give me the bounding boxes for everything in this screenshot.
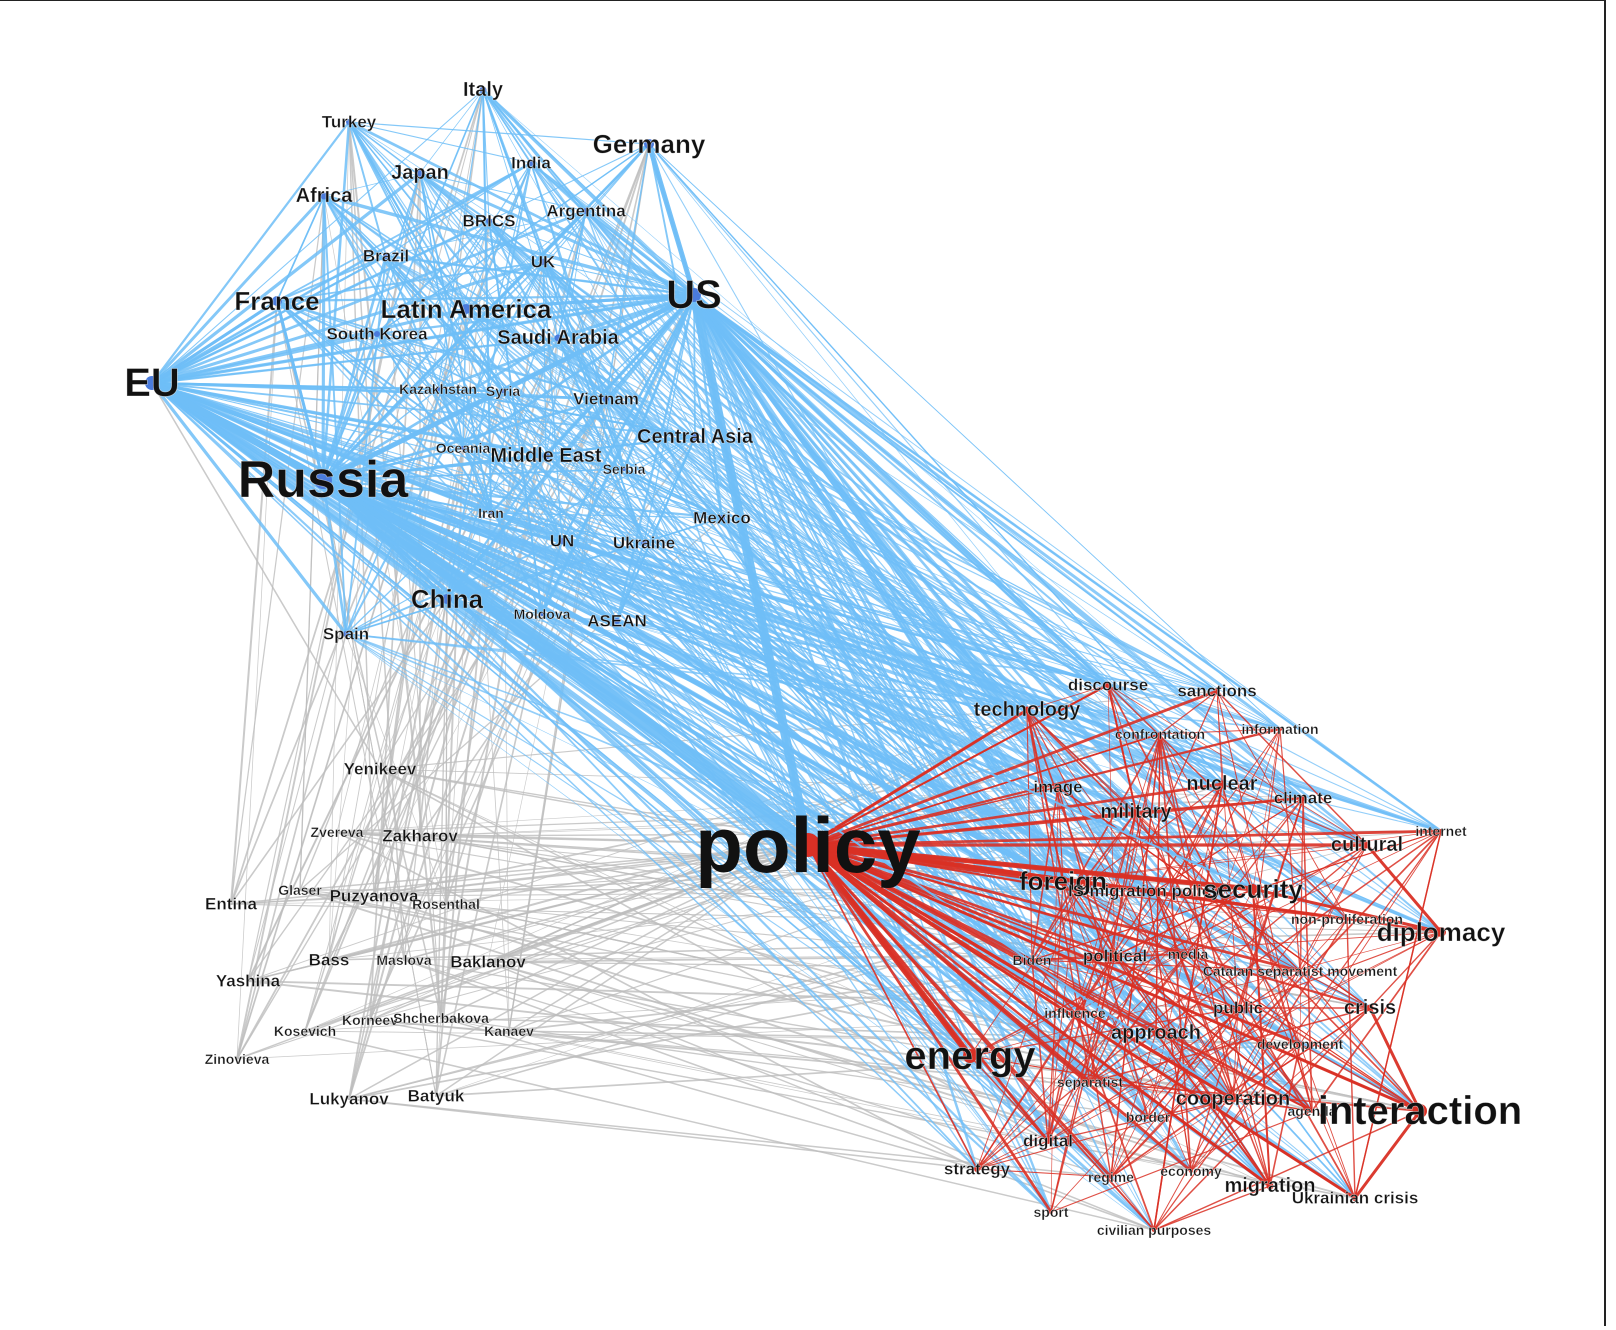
node-label-confrontation: confrontation [1115, 726, 1205, 742]
node-label-batyuk: Batyuk [408, 1087, 465, 1106]
node-label-china: China [411, 584, 484, 614]
node-label-saudi-arabia: Saudi Arabia [497, 327, 619, 349]
node-label-germany: Germany [593, 129, 706, 159]
node-label-climate: climate [1274, 789, 1333, 808]
node-label-separatist: separatist [1057, 1074, 1123, 1090]
node-label-asean: ASEAN [587, 612, 647, 631]
node-label-africa: Africa [296, 185, 354, 207]
node-label-south-korea: South Korea [326, 325, 428, 344]
node-label-internet: internet [1415, 823, 1467, 839]
node-label-india: India [511, 154, 551, 173]
node-label-italy: Italy [463, 79, 504, 101]
node-label-migration-policy: migration policy [1089, 882, 1221, 901]
node-label-france: France [234, 286, 319, 316]
node-label-information: information [1242, 721, 1319, 737]
node-label-cooperation: cooperation [1176, 1088, 1290, 1110]
node-label-border: border [1126, 1109, 1171, 1125]
edge-161 [349, 1099, 977, 1169]
node-label-latin-america: Latin America [381, 294, 553, 324]
node-label-regime: regime [1088, 1169, 1134, 1185]
node-label-middle-east: Middle East [490, 445, 601, 467]
node-label-sport: sport [1034, 1204, 1069, 1220]
node-label-diplomacy: diplomacy [1377, 917, 1506, 947]
node-label-zinovieva: Zinovieva [205, 1051, 270, 1067]
node-label-is: IS [1068, 882, 1084, 901]
node-label-moldova: Moldova [514, 606, 571, 622]
node-label-digital: digital [1023, 1132, 1073, 1151]
node-label-oceania: Oceania [436, 440, 491, 456]
node-label-approach: approach [1111, 1022, 1201, 1044]
node-label-rosenthal: Rosenthal [412, 896, 480, 912]
node-label-eu: EU [124, 361, 180, 405]
node-label-military: military [1100, 801, 1172, 823]
node-label-sanctions: sanctions [1177, 682, 1256, 701]
node-label-yenikeev: Yenikeev [344, 760, 417, 779]
node-label-discourse: discourse [1068, 676, 1148, 695]
node-label-crisis: crisis [1344, 997, 1396, 1019]
node-label-lukyanov: Lukyanov [309, 1090, 389, 1109]
node-label-ukraine: Ukraine [613, 534, 675, 553]
node-label-civilian-purposes: civilian purposes [1097, 1222, 1212, 1238]
node-label-economy: economy [1160, 1163, 1222, 1179]
node-label-uk: UK [531, 253, 556, 272]
node-label-technology: technology [974, 699, 1082, 721]
node-label-central-asia: Central Asia [637, 426, 754, 448]
node-label-iran: Iran [478, 505, 504, 521]
node-label-brazil: Brazil [363, 247, 409, 266]
node-label-ukrainian-crisis: Ukrainian crisis [1292, 1189, 1419, 1208]
node-label-maslova: Maslova [376, 952, 431, 968]
edge-layer [152, 90, 1441, 1230]
node-label-catalan-separatist-movement: Catalan separatist movement [1203, 963, 1398, 979]
node-label-mexico: Mexico [693, 509, 751, 528]
node-label-zvereva: Zvereva [311, 824, 364, 840]
node-label-bass: Bass [309, 951, 350, 970]
node-label-puzyanova: Puzyanova [330, 887, 419, 906]
node-label-russia: Russia [238, 451, 410, 509]
node-label-interaction: interaction [1318, 1089, 1522, 1133]
node-label-biden: Biden [1013, 952, 1052, 968]
node-label-glaser: Glaser [278, 882, 322, 898]
node-label-un: UN [550, 532, 575, 551]
node-label-kosevich: Kosevich [274, 1023, 336, 1039]
node-label-korneev: Korneev [342, 1012, 398, 1028]
node-label-brics: BRICS [463, 212, 516, 231]
node-label-japan: Japan [391, 162, 449, 184]
node-label-spain: Spain [323, 625, 369, 644]
edge-156 [237, 634, 346, 1059]
node-label-political: political [1083, 947, 1147, 966]
node-label-serbia: Serbia [603, 461, 646, 477]
node-label-energy: energy [904, 1034, 1036, 1078]
node-label-policy: policy [695, 801, 920, 889]
node-label-us: US [666, 273, 722, 317]
node-label-kazakhstan: Kazakhstan [399, 381, 477, 397]
node-label-baklanov: Baklanov [450, 953, 526, 972]
node-label-nuclear: nuclear [1186, 773, 1257, 795]
edge-336 [483, 90, 586, 211]
node-label-public: public [1213, 999, 1263, 1018]
node-label-yashina: Yashina [216, 972, 281, 991]
node-label-cultural: cultural [1331, 834, 1403, 856]
node-label-kanaev: Kanaev [484, 1023, 534, 1039]
node-label-shcherbakova: Shcherbakova [393, 1010, 489, 1026]
node-label-turkey: Turkey [322, 113, 377, 132]
node-label-vietnam: Vietnam [573, 390, 639, 409]
node-label-syria: Syria [486, 383, 520, 399]
node-label-security: security [1203, 874, 1303, 904]
edge-126 [441, 1018, 977, 1169]
node-label-influence: influence [1044, 1005, 1106, 1021]
node-label-image: image [1033, 778, 1082, 797]
node-label-media: media [1168, 946, 1209, 962]
node-label-strategy: strategy [944, 1160, 1011, 1179]
node-label-zakharov: Zakharov [382, 827, 458, 846]
node-label-development: development [1257, 1036, 1344, 1052]
node-label-argentina: Argentina [546, 202, 626, 221]
node-label-entina: Entina [205, 895, 257, 914]
